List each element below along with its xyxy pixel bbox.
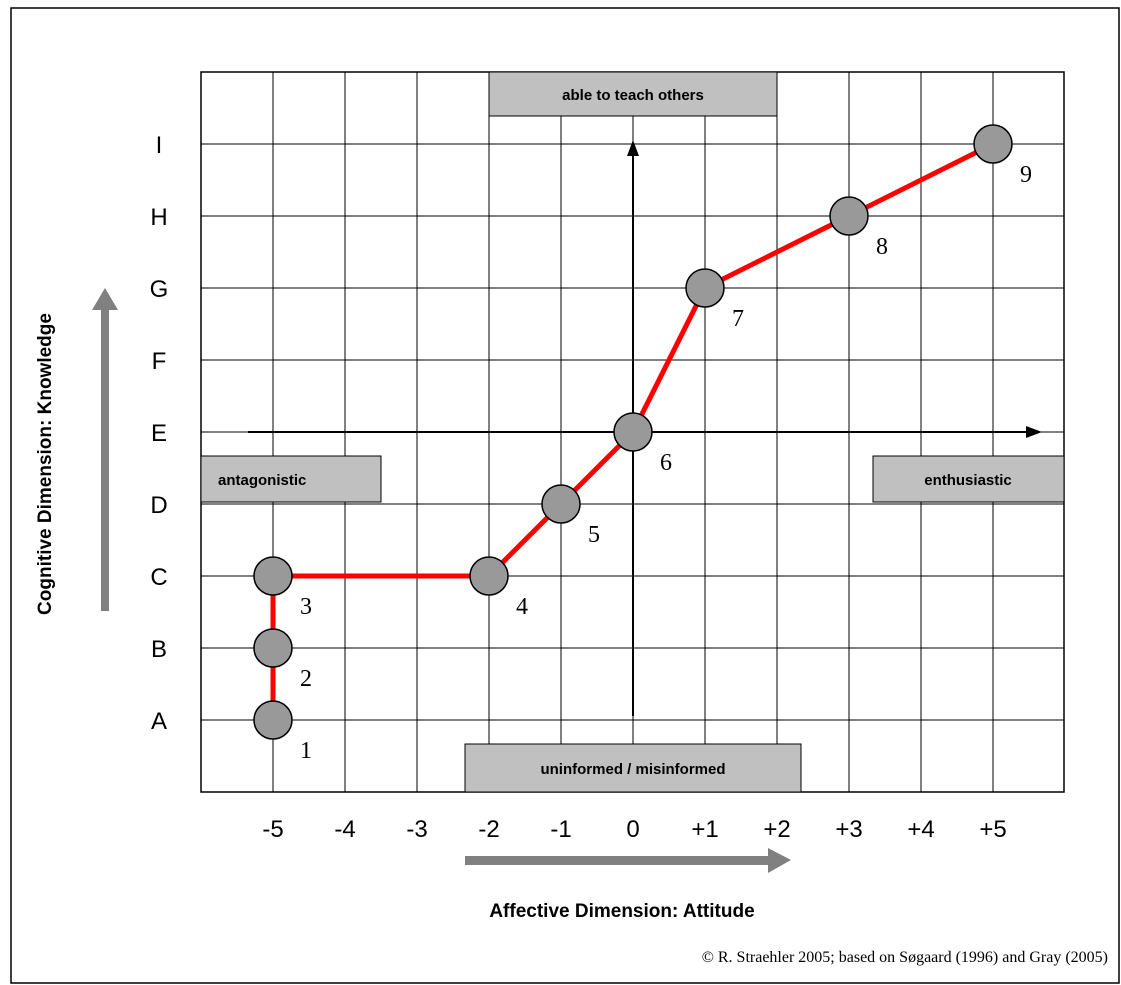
x-tick-label: 0 xyxy=(626,816,639,843)
x-tick-label: -5 xyxy=(262,816,283,843)
x-tick-label: -3 xyxy=(406,816,427,843)
x-tick-label: +2 xyxy=(763,816,790,843)
y-tick-label: F xyxy=(152,348,167,375)
data-point-marker xyxy=(541,484,581,524)
series-group: 1 2 3 4 5 6 7 8 9 xyxy=(253,124,1032,764)
annotation-right: enthusiastic xyxy=(872,455,1065,503)
data-point-label: 8 xyxy=(876,234,888,260)
x-tick-label: -2 xyxy=(478,816,499,843)
x-tick-label: -1 xyxy=(550,816,571,843)
annotation-top-text: able to teach others xyxy=(562,87,704,104)
data-point-marker xyxy=(253,628,293,668)
annotation-top: able to teach others xyxy=(488,71,778,117)
data-point-marker xyxy=(973,124,1013,164)
data-point-label: 7 xyxy=(732,306,744,332)
y-gray-arrow xyxy=(92,288,118,611)
annotation-bottom: uninformed / misinformed xyxy=(464,743,802,793)
x-tick-label: +4 xyxy=(907,816,934,843)
data-point-label: 3 xyxy=(300,594,312,620)
y-axis-arrowhead xyxy=(627,140,639,156)
y-tick-label: I xyxy=(156,132,163,159)
y-axis-title: Cognitive Dimension: Knowledge xyxy=(35,313,56,615)
data-point-label: 9 xyxy=(1020,162,1032,188)
data-point-label: 1 xyxy=(300,738,312,764)
data-point-label: 2 xyxy=(300,666,312,692)
y-tick-label: B xyxy=(151,636,167,663)
x-tick-label: +5 xyxy=(979,816,1006,843)
data-point-label: 4 xyxy=(516,594,528,620)
x-axis-arrowhead xyxy=(1026,426,1042,438)
tick-labels: -5 -4 -3 -2 -1 0 +1 +2 +3 +4 +5 A B C D E F G H I xyxy=(150,132,1007,843)
x-tick-label: +1 xyxy=(691,816,718,843)
data-point-marker xyxy=(469,556,509,596)
data-point-label: 6 xyxy=(660,450,672,476)
x-gray-arrow xyxy=(465,848,791,873)
x-axis-title: Affective Dimension: Attitude xyxy=(489,901,754,922)
y-tick-label: A xyxy=(151,708,167,735)
data-point-marker xyxy=(253,700,293,740)
annotation-left: antagonistic xyxy=(200,455,382,503)
outer-frame xyxy=(10,7,1120,984)
y-tick-label: C xyxy=(150,564,167,591)
data-point-label: 5 xyxy=(588,522,600,548)
data-point-marker xyxy=(685,268,725,308)
y-tick-label: E xyxy=(151,420,167,447)
data-point-marker xyxy=(613,412,653,452)
annotation-bottom-text: uninformed / misinformed xyxy=(540,761,725,778)
annotation-right-text: enthusiastic xyxy=(924,472,1012,489)
y-tick-label: D xyxy=(150,492,167,519)
data-point-marker xyxy=(253,556,293,596)
copyright-text: © R. Straehler 2005; based on Søgaard (1… xyxy=(702,949,1108,966)
x-tick-label: +3 xyxy=(835,816,862,843)
data-point-marker xyxy=(829,196,869,236)
x-tick-label: -4 xyxy=(334,816,355,843)
y-tick-label: G xyxy=(150,276,169,303)
annotation-left-text: antagonistic xyxy=(218,472,306,489)
y-tick-label: H xyxy=(150,204,167,231)
